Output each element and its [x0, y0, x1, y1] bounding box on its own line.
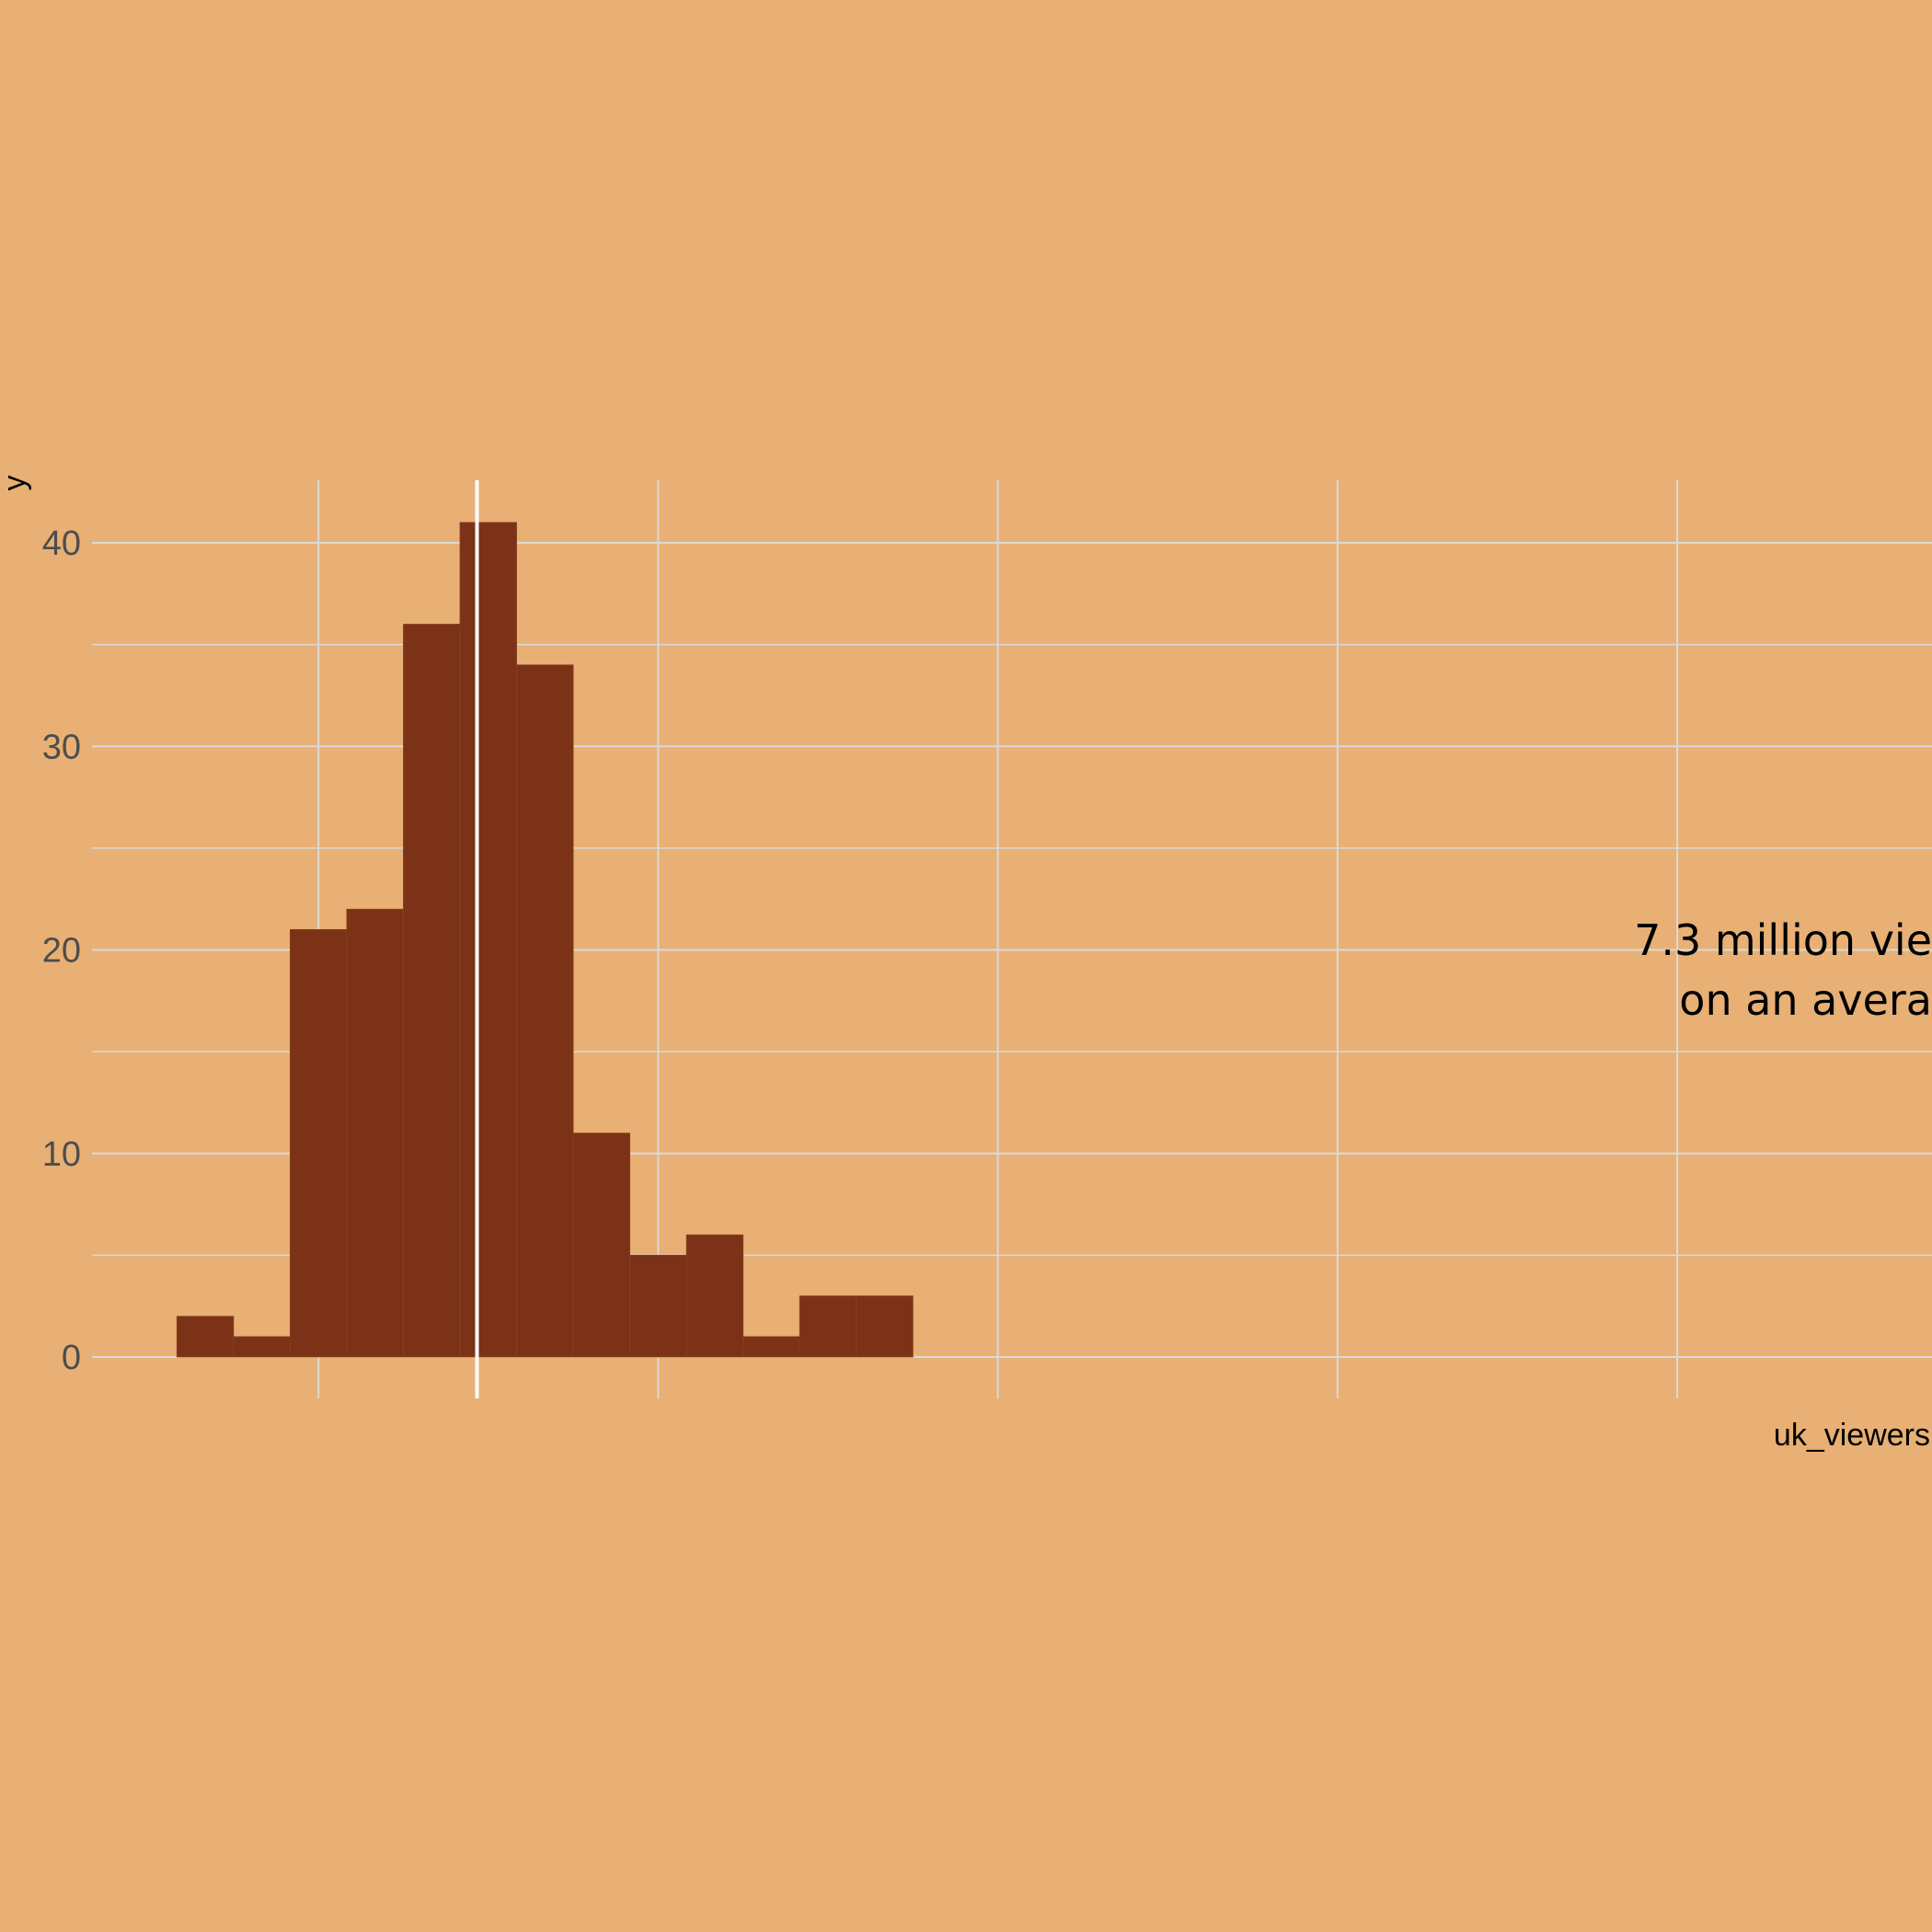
annotation-line-2: on an avera: [1679, 975, 1932, 1025]
y-axis-title: y: [0, 476, 32, 491]
histogram-bar: [516, 664, 574, 1358]
histogram-bar: [742, 1336, 800, 1358]
histogram-bar: [346, 908, 404, 1358]
y-tick-label: 0: [62, 1339, 81, 1377]
y-tick-label: 40: [42, 524, 81, 563]
histogram-bar: [459, 522, 517, 1358]
y-tick-label: 10: [42, 1135, 81, 1174]
bars-layer: [176, 522, 914, 1358]
histogram-bar: [176, 1316, 235, 1358]
histogram-bar: [629, 1254, 687, 1358]
histogram-bar: [403, 624, 461, 1358]
x-axis-title: uk_viewers: [1774, 1418, 1930, 1453]
histogram-bar: [233, 1336, 291, 1358]
histogram-bar: [572, 1133, 631, 1358]
histogram-bar: [799, 1295, 857, 1358]
annotation-line-1: 7.3 million vie: [1634, 915, 1932, 965]
histogram-bar: [685, 1234, 744, 1358]
histogram-bar: [856, 1295, 914, 1358]
y-tick-labels: 0 10 20 30 40: [42, 524, 81, 1377]
y-tick-label: 20: [42, 932, 81, 971]
histogram-bar: [289, 928, 348, 1358]
y-tick-label: 30: [42, 728, 81, 766]
